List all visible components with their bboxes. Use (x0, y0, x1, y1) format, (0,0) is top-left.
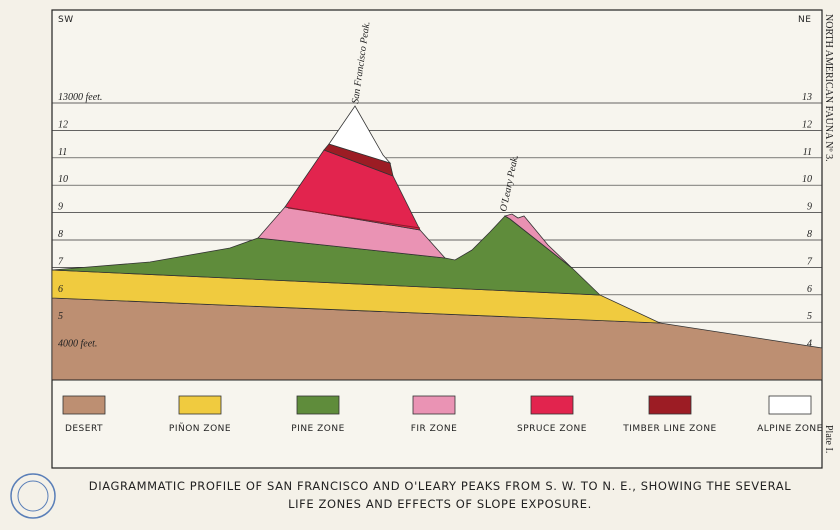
direction-sw: SW (58, 15, 74, 25)
legend-swatch (648, 395, 692, 415)
legend-label: ALPINE ZONE (757, 424, 823, 434)
elevation-label: 13 (802, 92, 812, 103)
elevation-label: 13000 feet. (58, 92, 102, 103)
elevation-label: 4000 feet. (58, 339, 97, 350)
series-title: NORTH AMERICAN FAUNA Nº 3. (823, 14, 834, 162)
elevation-label: 4 (807, 339, 812, 350)
legend-swatch (530, 395, 574, 415)
caption: DIAGRAMMATIC PROFILE OF SAN FRANCISCO AN… (89, 479, 791, 493)
elevation-label: 10 (58, 174, 68, 185)
elevation-label: 11 (58, 147, 67, 158)
library-stamp (10, 473, 56, 519)
elevation-label: 6 (807, 284, 812, 295)
alpine-zone (328, 105, 392, 164)
elevation-label: 12 (802, 119, 812, 130)
library-stamp (17, 480, 49, 512)
elevation-label: 12 (58, 119, 68, 130)
legend-swatch (768, 395, 812, 415)
legend-swatch (412, 395, 456, 415)
legend-label: TIMBER LINE ZONE (622, 424, 717, 434)
elevation-label: 8 (807, 229, 812, 240)
frame (51, 9, 823, 469)
elevation-label: 7 (807, 256, 813, 267)
elevation-label: 10 (802, 174, 812, 185)
legend-label: FIR ZONE (411, 424, 458, 434)
elevation-label: 5 (58, 311, 63, 322)
plate-number: Plate I. (823, 425, 834, 453)
fir-zone (504, 213, 573, 269)
zone-boundary (287, 207, 421, 229)
elevation-label: 9 (807, 202, 812, 213)
elevation-label: 6 (58, 284, 63, 295)
direction-ne: NE (798, 15, 811, 25)
elevation-label: 11 (803, 147, 812, 158)
legend-label: PIÑON ZONE (169, 423, 231, 434)
legend-label: PINE ZONE (291, 424, 345, 434)
legend-label: SPRUCE ZONE (517, 424, 587, 434)
elevation-label: 9 (58, 202, 63, 213)
legend-swatch (178, 395, 222, 415)
elevation-label: 8 (58, 229, 63, 240)
caption: LIFE ZONES AND EFFECTS OF SLOPE EXPOSURE… (288, 497, 592, 511)
legend-label: DESERT (65, 424, 103, 434)
legend-swatch (296, 395, 340, 415)
elevation-label: 5 (807, 311, 812, 322)
legend-swatch (62, 395, 106, 415)
elevation-label: 7 (58, 256, 64, 267)
